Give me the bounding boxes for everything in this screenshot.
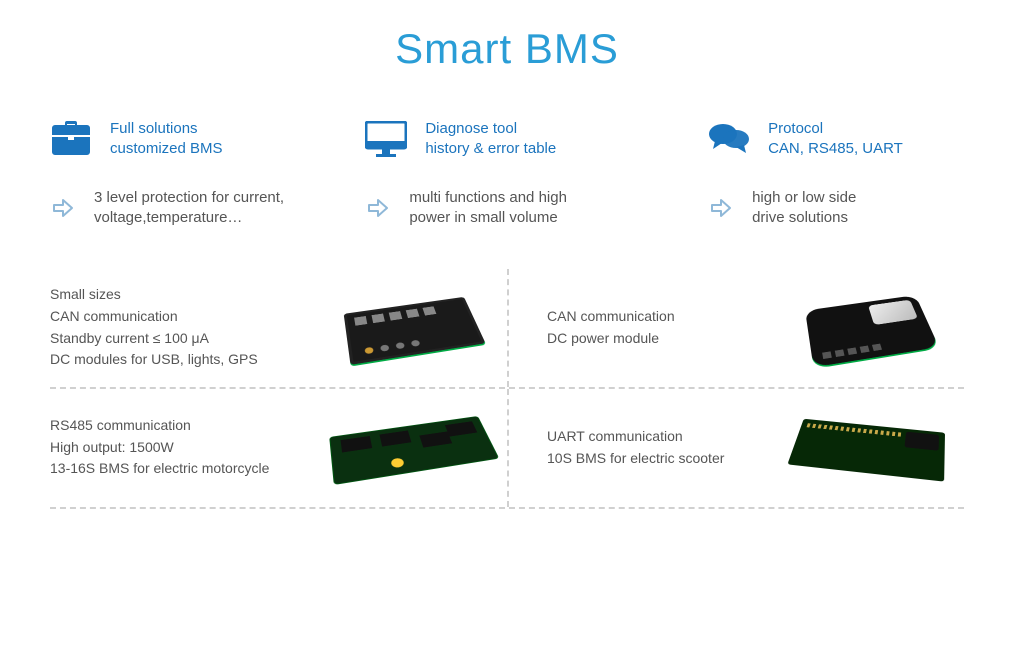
secondary-features-row: 3 level protection for current, voltage,… bbox=[50, 188, 964, 229]
feature-text: multi functions and high power in small … bbox=[409, 188, 567, 229]
arrow-right-icon bbox=[708, 195, 734, 221]
product-cell: CAN communication DC power module bbox=[507, 269, 964, 387]
product-board-image bbox=[327, 403, 497, 493]
product-desc: UART communication 10S BMS for electric … bbox=[547, 426, 764, 469]
product-cell: RS485 communication High output: 1500W 1… bbox=[50, 389, 507, 507]
line1: high or low side bbox=[752, 188, 856, 208]
feature-text: high or low side drive solutions bbox=[752, 188, 856, 229]
product-cell: Small sizes CAN communication Standby cu… bbox=[50, 269, 507, 387]
line: High output: 1500W bbox=[50, 437, 307, 459]
line1: Full solutions bbox=[110, 119, 223, 139]
line: Standby current ≤ 100 μA bbox=[50, 328, 307, 350]
feature-protocol: Protocol CAN, RS485, UART bbox=[708, 118, 964, 160]
line: CAN communication bbox=[50, 306, 307, 328]
feature-text: Full solutions customized BMS bbox=[110, 119, 223, 160]
line1: multi functions and high bbox=[409, 188, 567, 208]
line: UART communication bbox=[547, 426, 764, 448]
feature-diagnose: Diagnose tool history & error table bbox=[365, 118, 676, 160]
product-desc: Small sizes CAN communication Standby cu… bbox=[50, 284, 307, 371]
line2: drive solutions bbox=[752, 208, 856, 228]
line: Small sizes bbox=[50, 284, 307, 306]
product-row: Small sizes CAN communication Standby cu… bbox=[50, 269, 964, 387]
feature-solutions: Full solutions customized BMS bbox=[50, 118, 333, 160]
divider-horizontal bbox=[50, 507, 964, 509]
line1: Diagnose tool bbox=[425, 119, 556, 139]
product-row: RS485 communication High output: 1500W 1… bbox=[50, 389, 964, 507]
product-board-image bbox=[784, 403, 954, 493]
primary-features-row: Full solutions customized BMS Diagnose t… bbox=[50, 118, 964, 160]
line2: history & error table bbox=[425, 139, 556, 159]
line2: power in small volume bbox=[409, 208, 567, 228]
arrow-right-icon bbox=[50, 195, 76, 221]
chat-icon bbox=[708, 118, 750, 160]
briefcase-icon bbox=[50, 118, 92, 160]
line: DC power module bbox=[547, 328, 764, 350]
feature-drive: high or low side drive solutions bbox=[708, 188, 964, 229]
arrow-right-icon bbox=[365, 195, 391, 221]
product-cell: UART communication 10S BMS for electric … bbox=[507, 389, 964, 507]
line1: 3 level protection for current, bbox=[94, 188, 284, 208]
product-desc: CAN communication DC power module bbox=[547, 306, 764, 349]
line2: voltage,temperature… bbox=[94, 208, 284, 228]
feature-multifunction: multi functions and high power in small … bbox=[365, 188, 676, 229]
product-board-image bbox=[327, 283, 497, 373]
line2: customized BMS bbox=[110, 139, 223, 159]
product-grid: Small sizes CAN communication Standby cu… bbox=[50, 269, 964, 509]
line: 10S BMS for electric scooter bbox=[547, 448, 764, 470]
page: Smart BMS Full solutions customized BMS … bbox=[0, 0, 1014, 519]
feature-text: Diagnose tool history & error table bbox=[425, 119, 556, 160]
product-board-image bbox=[784, 283, 954, 373]
feature-protection: 3 level protection for current, voltage,… bbox=[50, 188, 333, 229]
feature-text: Protocol CAN, RS485, UART bbox=[768, 119, 903, 160]
line: DC modules for USB, lights, GPS bbox=[50, 349, 307, 371]
feature-text: 3 level protection for current, voltage,… bbox=[94, 188, 284, 229]
product-desc: RS485 communication High output: 1500W 1… bbox=[50, 415, 307, 480]
line2: CAN, RS485, UART bbox=[768, 139, 903, 159]
line1: Protocol bbox=[768, 119, 903, 139]
monitor-icon bbox=[365, 118, 407, 160]
page-title: Smart BMS bbox=[50, 25, 964, 73]
line: CAN communication bbox=[547, 306, 764, 328]
line: 13-16S BMS for electric motorcycle bbox=[50, 458, 307, 480]
line: RS485 communication bbox=[50, 415, 307, 437]
